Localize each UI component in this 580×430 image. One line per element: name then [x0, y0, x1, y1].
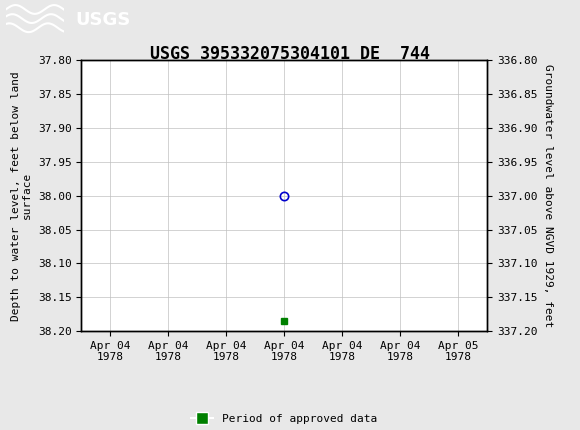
Y-axis label: Groundwater level above NGVD 1929, feet: Groundwater level above NGVD 1929, feet — [543, 64, 553, 327]
Text: USGS: USGS — [75, 12, 130, 29]
Y-axis label: Depth to water level, feet below land
surface: Depth to water level, feet below land su… — [10, 71, 32, 320]
Legend: Period of approved data: Period of approved data — [187, 410, 382, 428]
Text: USGS 395332075304101 DE  744: USGS 395332075304101 DE 744 — [150, 45, 430, 63]
